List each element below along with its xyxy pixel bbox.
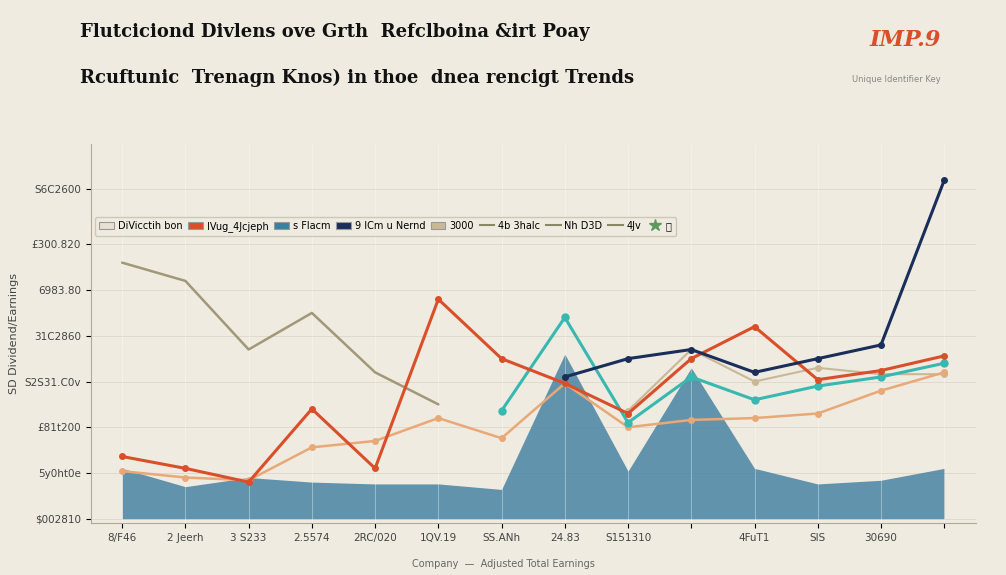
Legend: DiVicctih bon, IVug_4Jcjeph, s Flacm, 9 ICm u Nernd, 3000, 4b 3halc, Nh D3D, 4Jv: DiVicctih bon, IVug_4Jcjeph, s Flacm, 9 …: [96, 217, 676, 236]
Text: Flutciciond Divlens ove Grth  Refclboina &irt Poay: Flutciciond Divlens ove Grth Refclboina …: [80, 23, 591, 41]
Text: Company  —  Adjusted Total Earnings: Company — Adjusted Total Earnings: [411, 559, 595, 569]
Text: Unique Identifier Key: Unique Identifier Key: [852, 75, 941, 84]
Text: Rcuftunic  Trenagn Knos) in thoe  dnea rencigt Trends: Rcuftunic Trenagn Knos) in thoe dnea ren…: [80, 69, 635, 87]
Y-axis label: SD Dividend/Earnings: SD Dividend/Earnings: [9, 273, 19, 394]
Text: IMP.9: IMP.9: [869, 29, 941, 51]
